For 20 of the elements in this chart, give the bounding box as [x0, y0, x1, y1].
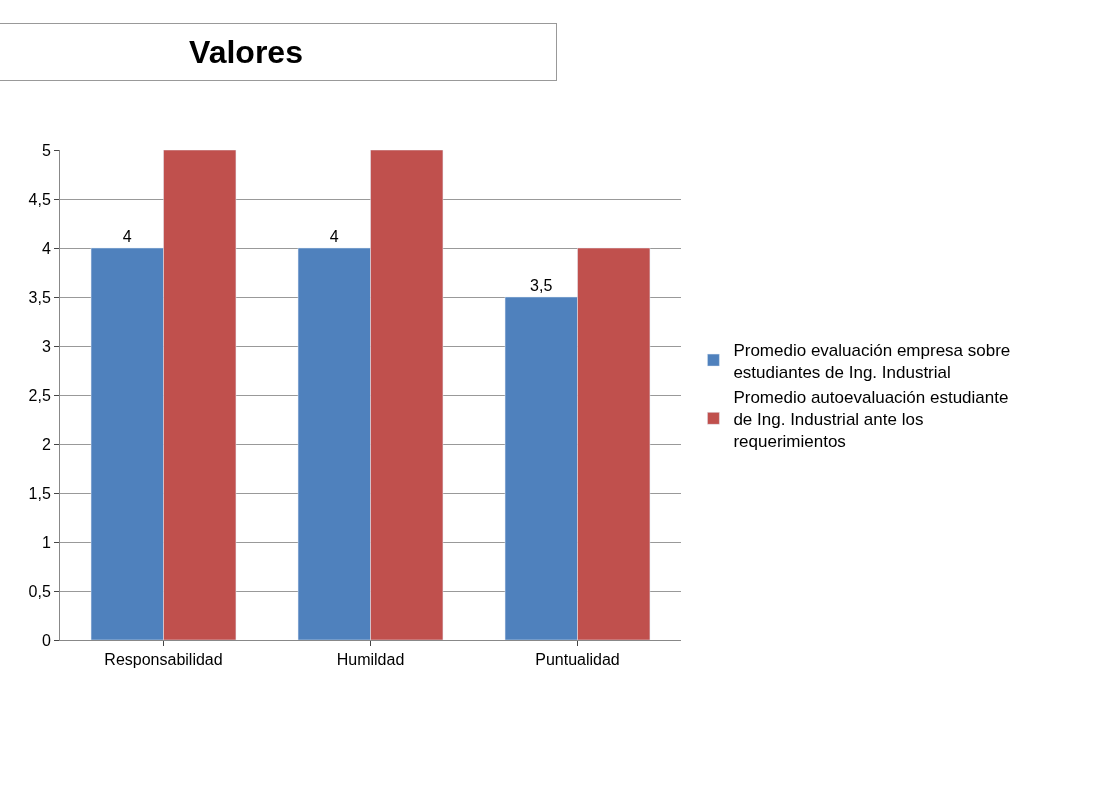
legend-label: Promedio autoevaluación estudiante de Ing. Industrial ante los requerimientos [733, 387, 1009, 452]
y-tick-label: 5 [41, 141, 51, 159]
data-label: 4 [122, 228, 132, 245]
y-tick-label: 1,5 [28, 484, 51, 502]
y-tick-label: 1 [41, 533, 51, 551]
data-label: 4 [329, 228, 339, 245]
y-tick-label: 0,5 [28, 582, 51, 600]
data-label: 3,5 [530, 277, 553, 294]
x-tick-label: Responsabilidad [104, 651, 223, 669]
legend-label: Promedio evaluación empresa sobre estudiantes de Ing. Industrial [733, 340, 1011, 382]
y-tick-label: 0 [41, 631, 51, 649]
y-tick-label: 3,5 [28, 288, 51, 306]
y-tick-label: 4 [41, 239, 51, 257]
chart-title: Valores [189, 34, 303, 70]
y-tick-label: 2,5 [28, 386, 51, 404]
x-tick-label: Puntualidad [535, 651, 620, 669]
y-tick-label: 4,5 [28, 190, 51, 208]
x-tick-label: Humildad [336, 651, 405, 669]
y-tick-label: 3 [41, 337, 51, 355]
y-tick-label: 2 [41, 435, 51, 453]
